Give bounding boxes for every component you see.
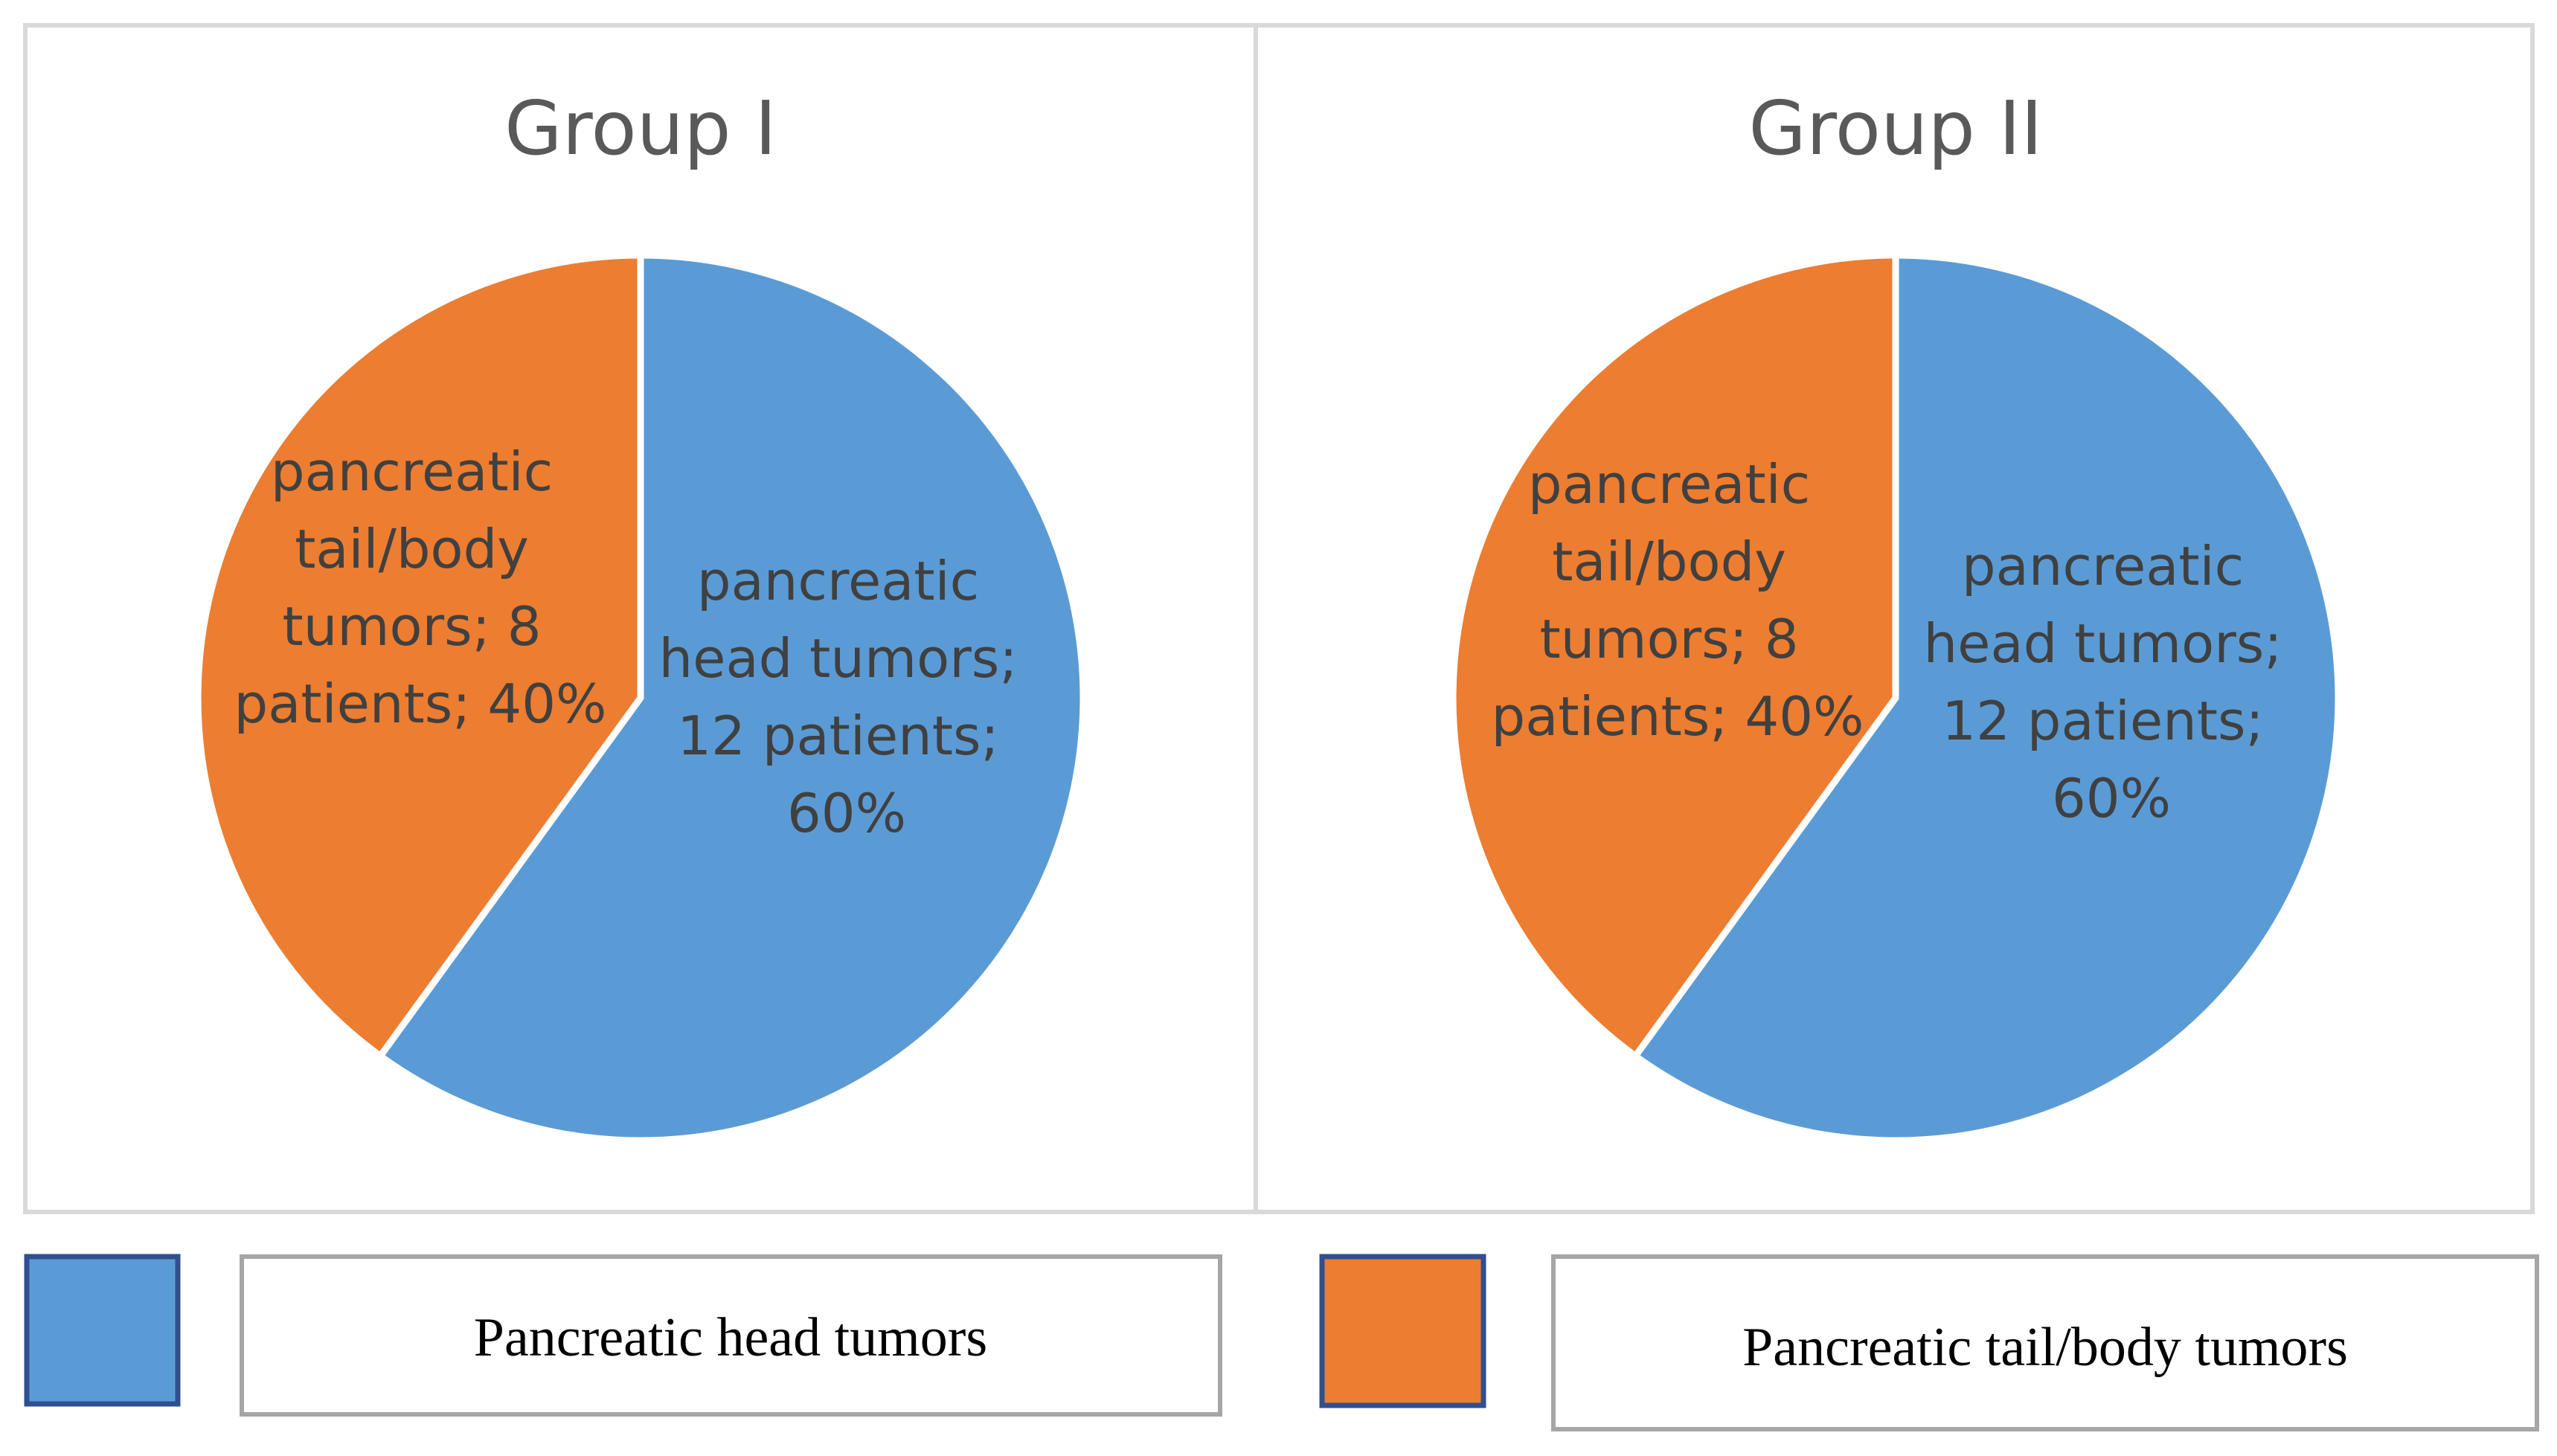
legend-swatch-tail bbox=[1319, 1254, 1486, 1408]
legend-label-tail: Pancreatic tail/body tumors bbox=[1742, 1317, 2348, 1378]
legend-box-tail bbox=[1551, 1254, 2539, 1431]
data-label-group-1-head: pancreatic head tumors; 12 patients; 60% bbox=[659, 550, 1035, 844]
pie-slice-group-1-head bbox=[376, 251, 1087, 1144]
legend-swatch-head bbox=[24, 1254, 181, 1407]
pie-group-2 bbox=[1449, 251, 2342, 1144]
data-label-group-2-tail: pancreatic tail/body tumors; 8 patients;… bbox=[1492, 453, 1864, 748]
data-label-group-2-head: pancreatic head tumors; 12 patients; 60% bbox=[1924, 535, 2300, 830]
chart-title-group-1: Group I bbox=[504, 85, 777, 172]
legend-box-head bbox=[240, 1254, 1222, 1417]
pie-slice-group-2-tail bbox=[1449, 251, 1899, 1059]
chart-title-group-2: Group II bbox=[1748, 85, 2042, 172]
data-label-group-1-tail: pancreatic tail/body tumors; 8 patients;… bbox=[234, 440, 607, 735]
legend-label-head: Pancreatic head tumors bbox=[474, 1307, 987, 1368]
pie-slice-group-2-head bbox=[1632, 251, 2342, 1144]
pie-slice-group-1-tail bbox=[194, 251, 644, 1059]
pie-group-1 bbox=[194, 251, 1087, 1144]
